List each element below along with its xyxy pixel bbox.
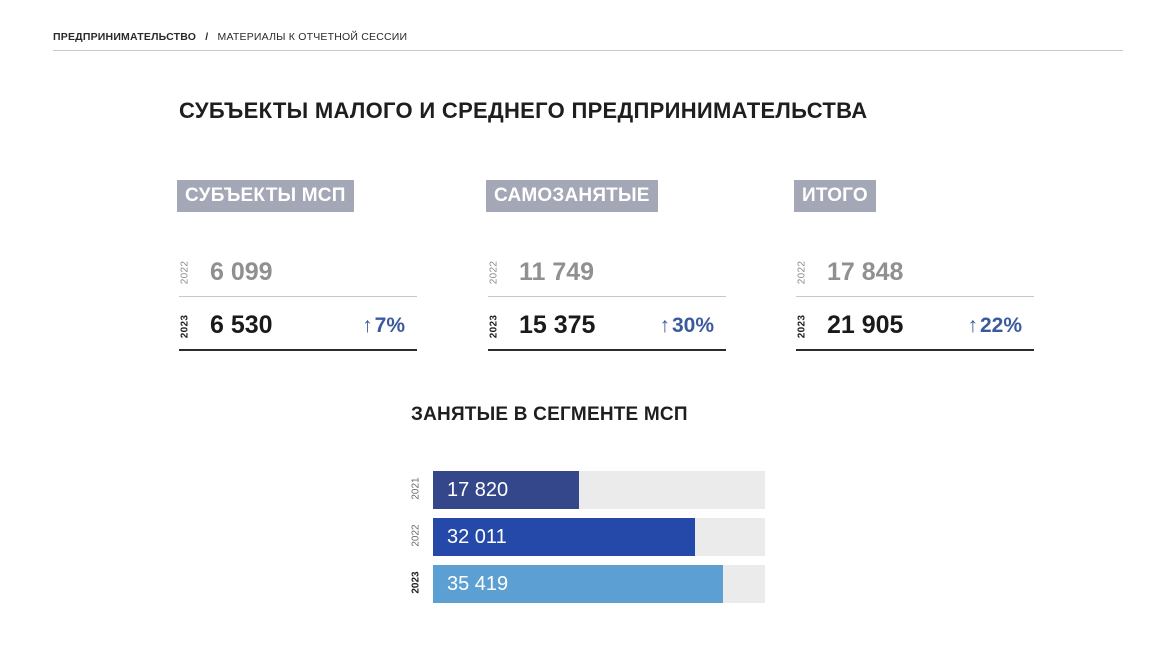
employment-bar-row: 2022 32 011 <box>405 518 765 556</box>
growth-value: 7% <box>374 314 405 337</box>
arrow-up-icon: ↑ <box>659 314 670 337</box>
bar-fill <box>433 518 695 556</box>
value-curr: 21 905 <box>827 311 904 339</box>
growth-indicator: ↑30% <box>659 314 714 338</box>
row-divider <box>796 296 1034 297</box>
row-divider <box>488 296 726 297</box>
year-curr-label: 2023 <box>796 314 808 339</box>
stat-label: ИТОГО <box>794 180 876 212</box>
row-divider-bold <box>488 349 726 351</box>
employment-bar-row: 2021 17 820 <box>405 471 765 509</box>
bar-track: 32 011 <box>433 518 765 556</box>
growth-indicator: ↑22% <box>967 314 1022 338</box>
stat-label: СУБЪЕКТЫ МСП <box>177 180 354 212</box>
bar-fill <box>433 565 723 603</box>
bar-value-label: 32 011 <box>447 526 507 548</box>
stat-label: САМОЗАНЯТЫЕ <box>486 180 658 212</box>
growth-indicator: ↑7% <box>362 314 405 338</box>
arrow-up-icon: ↑ <box>362 314 373 337</box>
growth-value: 30% <box>671 314 714 337</box>
row-divider <box>179 296 417 297</box>
year-prev-label: 2022 <box>796 260 808 285</box>
breadcrumb-subsection: МАТЕРИАЛЫ К ОТЧЕТНОЙ СЕССИИ <box>217 31 408 43</box>
value-prev: 11 749 <box>519 258 595 286</box>
year-prev-label: 2022 <box>488 260 500 285</box>
breadcrumb-section: ПРЕДПРИНИМАТЕЛЬСТВО <box>53 31 197 43</box>
employment-bar-row: 2023 35 419 <box>405 565 765 603</box>
bar-track: 17 820 <box>433 471 765 509</box>
value-curr: 6 530 <box>210 311 273 339</box>
header-divider <box>53 50 1123 51</box>
row-divider-bold <box>179 349 417 351</box>
bar-fill <box>433 471 579 509</box>
bar-year-label: 2023 <box>410 571 422 594</box>
stat-card-selfemployed: САМОЗАНЯТЫЕ 2022 11 749 2023 15 375 ↑30% <box>486 180 726 352</box>
bar-track: 35 419 <box>433 565 765 603</box>
year-curr-label: 2023 <box>488 314 500 339</box>
employment-section-title: ЗАНЯТЫЕ В СЕГМЕНТЕ МСП <box>411 404 688 425</box>
year-prev-label: 2022 <box>179 260 191 285</box>
year-curr-label: 2023 <box>179 314 191 339</box>
breadcrumb: ПРЕДПРИНИМАТЕЛЬСТВО / МАТЕРИАЛЫ К ОТЧЕТН… <box>53 31 407 43</box>
value-curr: 15 375 <box>519 311 596 339</box>
breadcrumb-separator: / <box>205 31 209 43</box>
row-divider-bold <box>796 349 1034 351</box>
value-prev: 6 099 <box>210 258 273 286</box>
page-title: СУБЪЕКТЫ МАЛОГО И СРЕДНЕГО ПРЕДПРИНИМАТЕ… <box>179 98 868 123</box>
stat-card-msp: СУБЪЕКТЫ МСП 2022 6 099 2023 6 530 ↑7% <box>177 180 417 352</box>
bar-year-label: 2021 <box>410 477 422 500</box>
arrow-up-icon: ↑ <box>967 314 978 337</box>
bar-value-label: 35 419 <box>447 573 509 595</box>
growth-value: 22% <box>979 314 1022 337</box>
stat-card-total: ИТОГО 2022 17 848 2023 21 905 ↑22% <box>794 180 1034 352</box>
bar-value-label: 17 820 <box>447 479 509 501</box>
value-prev: 17 848 <box>827 258 904 286</box>
bar-year-label: 2022 <box>410 524 422 547</box>
